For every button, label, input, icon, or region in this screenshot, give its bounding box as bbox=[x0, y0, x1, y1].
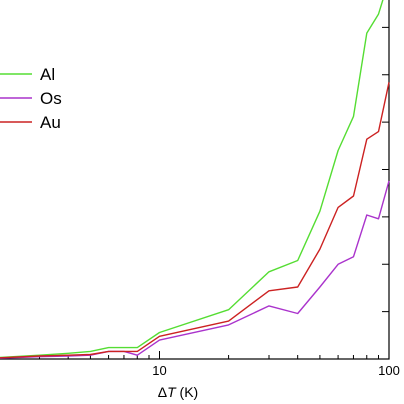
x-tick-label: 10 bbox=[152, 363, 166, 378]
legend-label-au: Au bbox=[40, 113, 61, 132]
legend-label-al: Al bbox=[40, 65, 55, 84]
x-axis-label-prefix: Δ bbox=[158, 384, 167, 400]
legend: Al Os Au bbox=[0, 65, 62, 132]
x-tick-label: 100 bbox=[378, 363, 400, 378]
series-line-al bbox=[0, 0, 384, 359]
x-axis-label: ΔT (K) bbox=[158, 384, 198, 400]
plot-border bbox=[0, 0, 390, 360]
plot-frame bbox=[0, 0, 390, 360]
x-axis-label-variable: T bbox=[167, 384, 177, 400]
series-line-os bbox=[0, 180, 390, 359]
series-line-au bbox=[0, 82, 390, 359]
series-lines bbox=[0, 0, 390, 359]
legend-label-os: Os bbox=[40, 89, 62, 108]
x-axis-label-unit: (K) bbox=[176, 384, 199, 400]
y-axis-ticks bbox=[382, 26, 389, 313]
x-axis-ticks: 10 100 bbox=[38, 351, 400, 378]
